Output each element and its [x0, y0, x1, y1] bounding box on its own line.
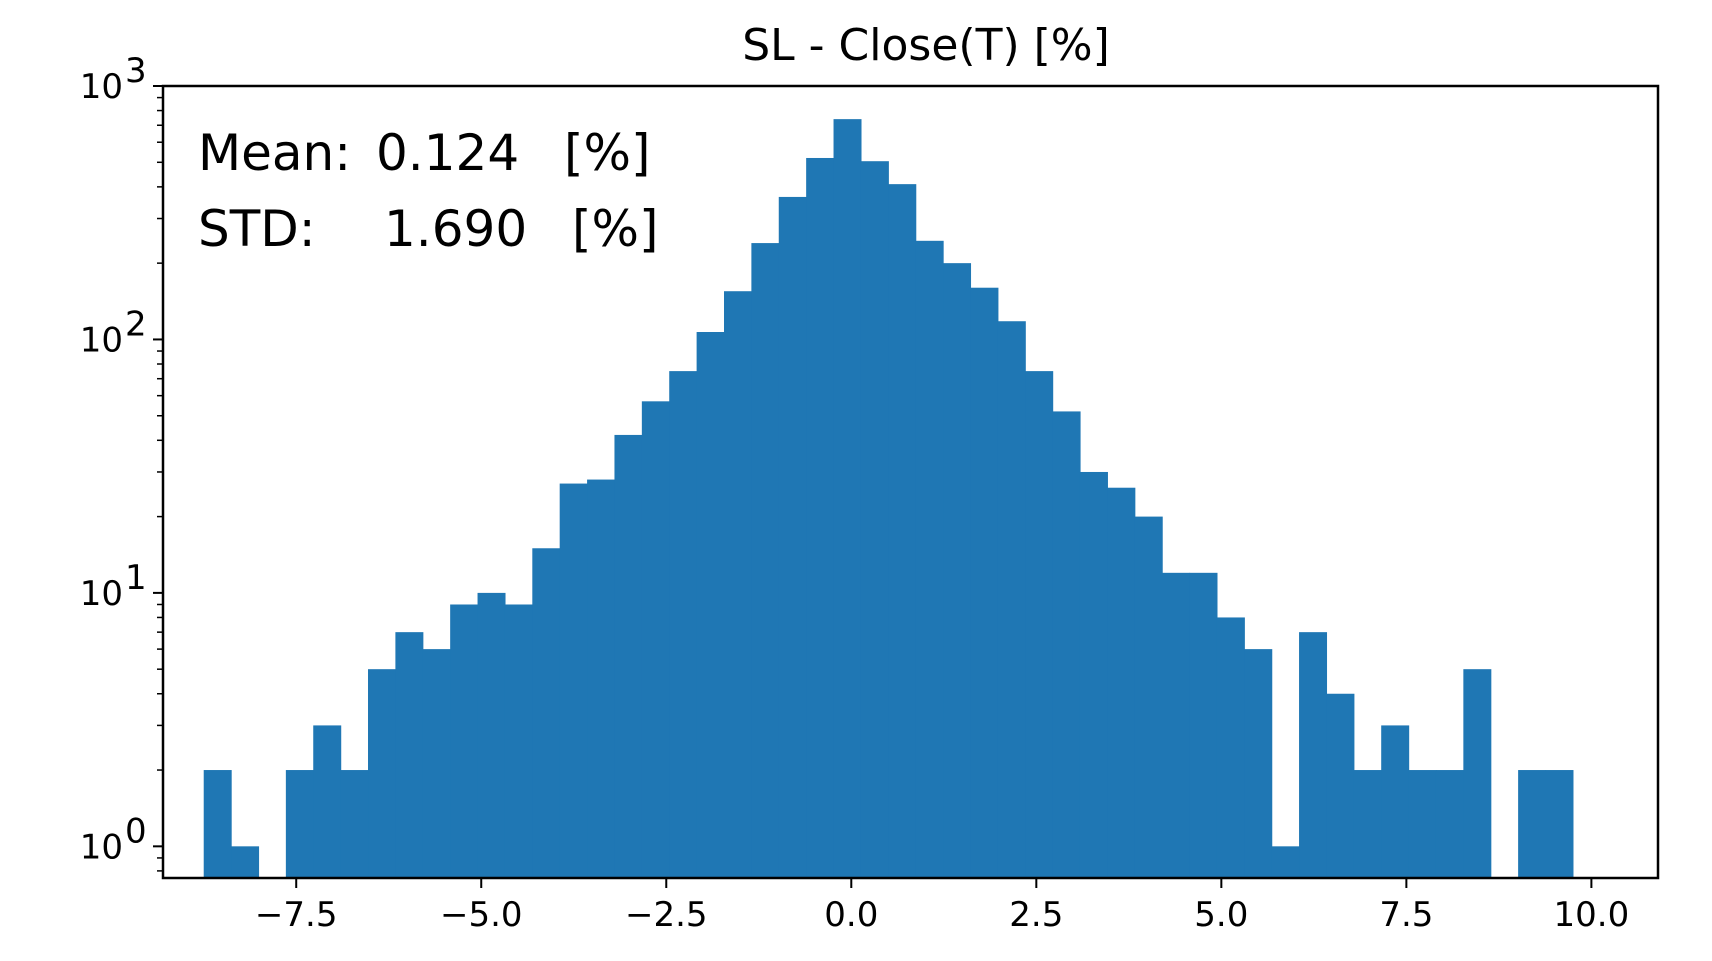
x-tick-label: 7.5 — [1379, 895, 1433, 935]
histogram-bar — [1107, 487, 1136, 878]
histogram-bar — [1079, 471, 1108, 878]
std-label: STD: — [198, 200, 316, 258]
std-value: 1.690 — [384, 200, 527, 258]
histogram-bar — [1189, 572, 1218, 878]
y-tick-exponent: 3 — [125, 51, 147, 91]
histogram-bar — [477, 592, 506, 878]
x-tick-label: 10.0 — [1554, 895, 1630, 935]
histogram-bar — [724, 291, 752, 879]
histogram-bar — [943, 263, 972, 878]
histogram-bar — [1353, 770, 1382, 878]
histogram-bar — [669, 371, 698, 878]
std-unit: [%] — [572, 200, 659, 258]
mean-label: Mean: — [198, 124, 351, 182]
histogram-bar — [1408, 770, 1437, 878]
histogram-bar — [1244, 649, 1273, 878]
histogram-bar — [997, 321, 1026, 879]
histogram-bar — [778, 196, 807, 878]
histogram-bar — [587, 479, 616, 878]
histogram-bar — [806, 157, 835, 879]
histogram-bar — [313, 725, 342, 878]
x-axis: −7.5 −5.0 −2.5 0.0 2.5 5.0 7.5 10.0 — [255, 878, 1629, 935]
histogram-bar — [1463, 669, 1492, 878]
y-tick-exponent: 0 — [125, 811, 147, 851]
histogram-bar — [422, 649, 451, 878]
histogram-bar — [395, 632, 424, 878]
histogram-bar — [860, 161, 889, 878]
histogram-bar — [614, 434, 643, 878]
histogram-bar — [1162, 572, 1191, 878]
histogram-bar — [1299, 632, 1328, 878]
histogram-bar — [1025, 371, 1054, 878]
mean-value: 0.124 — [376, 124, 519, 182]
stats-annotation: Mean: 0.124 [%] STD: 1.690 [%] — [198, 124, 659, 258]
histogram-bar — [504, 604, 533, 878]
histogram-bar — [285, 770, 314, 878]
x-tick-label: −5.0 — [440, 895, 523, 935]
histogram-bar — [696, 332, 725, 878]
histogram-bar — [833, 119, 862, 878]
histogram-bar — [888, 184, 917, 878]
histogram-bar — [751, 243, 780, 878]
histogram-bar — [1326, 693, 1355, 878]
y-tick-exponent: 2 — [125, 304, 147, 344]
histogram-bar — [1435, 770, 1464, 878]
histogram-bar — [532, 548, 561, 878]
histogram-bar — [203, 770, 232, 878]
axes-frame — [161, 84, 1660, 880]
histogram-bar — [1271, 846, 1300, 878]
y-tick-label: 10 — [80, 67, 123, 107]
histogram-bar — [231, 846, 260, 878]
histogram-bar — [340, 770, 369, 878]
histogram-bar — [368, 669, 396, 878]
x-tick-label: −2.5 — [625, 895, 708, 935]
histogram-bar — [1052, 411, 1081, 878]
x-tick-label: 2.5 — [1009, 895, 1063, 935]
mean-unit: [%] — [564, 124, 651, 182]
histogram-bar — [559, 483, 588, 878]
histogram-bar — [450, 604, 479, 878]
histogram-bar — [915, 240, 944, 878]
histogram-bar — [1518, 770, 1547, 878]
x-tick-label: −7.5 — [255, 895, 338, 935]
histogram-bar — [1381, 725, 1410, 878]
histogram-bars — [203, 119, 1574, 879]
histogram-bar — [1545, 770, 1574, 878]
x-tick-label: 5.0 — [1194, 895, 1248, 935]
y-tick-label: 10 — [80, 320, 123, 360]
histogram-bar — [970, 287, 999, 879]
histogram-bar — [1216, 617, 1245, 878]
y-tick-label: 10 — [80, 574, 123, 614]
histogram-bar — [1134, 516, 1163, 878]
x-tick-label: 0.0 — [824, 895, 878, 935]
histogram-bar — [641, 401, 670, 878]
y-tick-label: 10 — [80, 827, 123, 867]
y-tick-exponent: 1 — [125, 558, 147, 598]
chart-title: SL - Close(T) [%] — [742, 20, 1110, 71]
